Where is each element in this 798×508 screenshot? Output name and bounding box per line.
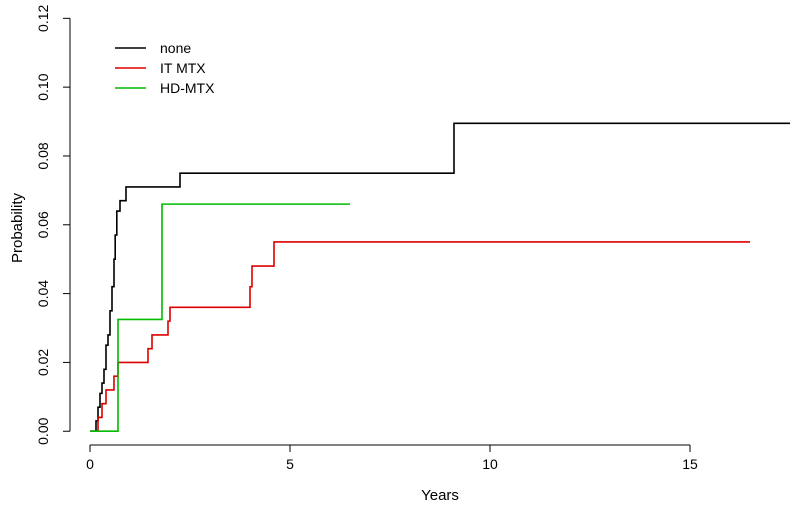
y-tick-label: 0.04 xyxy=(35,280,51,307)
y-tick-label: 0.08 xyxy=(35,142,51,169)
y-tick-label: 0.02 xyxy=(35,349,51,376)
x-tick-label: 10 xyxy=(482,456,498,472)
y-tick-label: 0.12 xyxy=(35,4,51,31)
legend-label: IT MTX xyxy=(160,60,206,76)
x-tick-label: 0 xyxy=(86,456,94,472)
y-tick-label: 0.10 xyxy=(35,73,51,100)
y-axis-label: Probability xyxy=(9,192,26,263)
legend-label: none xyxy=(160,40,191,56)
x-tick-label: 15 xyxy=(682,456,698,472)
series-line-hd-mtx xyxy=(90,203,350,433)
legend: none IT MTX HD-MTX xyxy=(115,40,215,96)
x-tick-label: 5 xyxy=(286,456,294,472)
y-axis-ticks: 0.00 0.02 0.04 0.06 0.08 0.10 0.12 xyxy=(35,4,70,445)
y-tick-label: 0.00 xyxy=(35,417,51,444)
series-layer xyxy=(90,122,790,433)
series-line-it-mtx xyxy=(90,241,750,433)
x-axis-ticks: 0 5 10 15 xyxy=(86,445,698,472)
legend-label: HD-MTX xyxy=(160,80,215,96)
series-line-none xyxy=(90,122,790,433)
y-tick-label: 0.06 xyxy=(35,211,51,238)
x-axis-label: Years xyxy=(421,487,459,504)
